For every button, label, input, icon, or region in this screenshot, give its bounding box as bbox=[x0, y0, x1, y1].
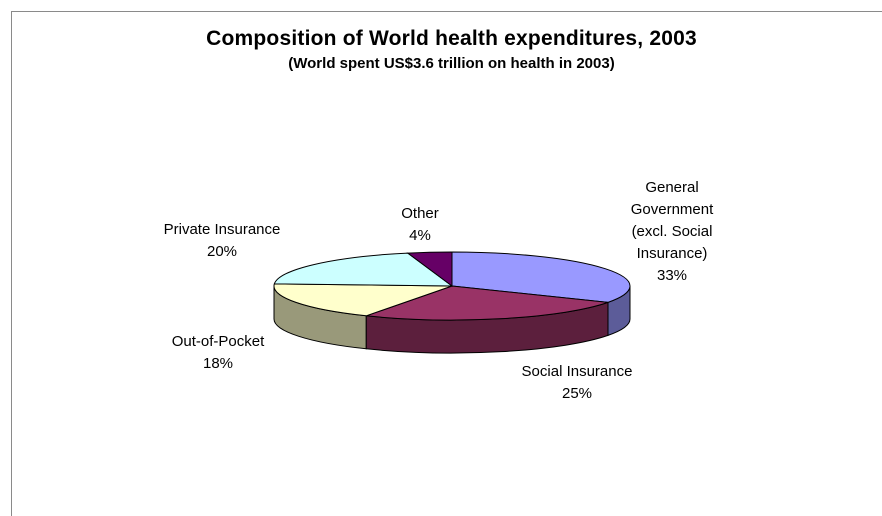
chart-subtitle: (World spent US$3.6 trillion on health i… bbox=[288, 55, 615, 72]
pie-slice-3 bbox=[273, 252, 454, 287]
slice-label-4: Other 4% bbox=[401, 205, 439, 244]
slice-label-2: Out-of-Pocket 18% bbox=[172, 333, 265, 372]
pie-slice-2 bbox=[273, 283, 453, 317]
slice-label-3: Private Insurance 20% bbox=[164, 221, 281, 260]
pie-slice-4 bbox=[406, 251, 453, 287]
pie-slice-1 bbox=[366, 285, 609, 321]
slice-label-0: General Government (excl. Social Insurance)… bbox=[631, 179, 714, 284]
slice-label-1: Social Insurance 25% bbox=[522, 363, 633, 402]
pie-slice-0 bbox=[451, 251, 631, 303]
chart-title: Composition of World health expenditures… bbox=[206, 27, 697, 50]
